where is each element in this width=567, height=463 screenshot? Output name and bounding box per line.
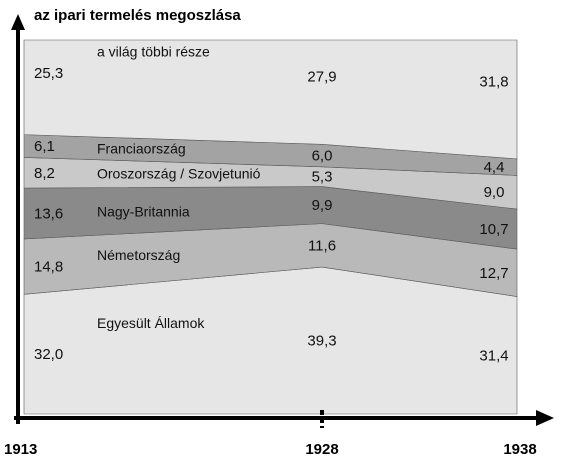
series-name-labels: Egyesült Államok Németország Nagy-Britanni… [97,44,261,331]
data-label: 12,7 [479,265,508,282]
y-axis-arrow-icon [11,14,25,30]
x-axis-arrow-icon [536,410,554,426]
chart-title: az ipari termelés megoszlása [34,7,241,24]
x-tick-label: 1938 [503,441,536,458]
value-labels: 32,0 39,3 31,4 14,8 11,6 12,7 13,6 9,9 10,7 8,2 5,… [34,65,509,364]
data-label: 10,7 [479,221,508,238]
data-label: 39,3 [307,333,336,350]
data-label: 9,0 [484,184,505,201]
area-band [23,266,518,415]
data-label: 27,9 [307,69,336,86]
series-name-label: Oroszország / Szovjetunió [97,166,261,182]
series-name-label: Németország [97,247,180,263]
x-tick-label: 1928 [305,441,338,458]
series-name-label: Franciaország [97,140,186,156]
series-name-label: a világ többi része [97,44,210,60]
area-band [23,39,518,160]
data-label: 6,0 [312,148,333,165]
area-layers [23,39,518,415]
data-label: 9,9 [312,197,333,214]
data-label: 31,4 [479,347,508,364]
x-tick-labels: 1913 1928 1938 [4,441,537,458]
data-label: 8,2 [34,165,55,182]
series-name-label: Nagy-Britannia [97,203,190,219]
data-label: 4,4 [484,159,505,176]
data-label: 11,6 [308,237,336,254]
data-label: 31,8 [479,74,508,91]
data-label: 6,1 [34,138,55,155]
x-tick-label: 1913 [4,441,37,458]
data-label: 14,8 [34,259,63,276]
data-label: 13,6 [34,206,63,223]
series-name-label: Egyesült Államok [97,315,205,331]
data-label: 5,3 [312,169,333,186]
data-label: 32,0 [34,346,63,363]
data-label: 25,3 [34,65,63,82]
